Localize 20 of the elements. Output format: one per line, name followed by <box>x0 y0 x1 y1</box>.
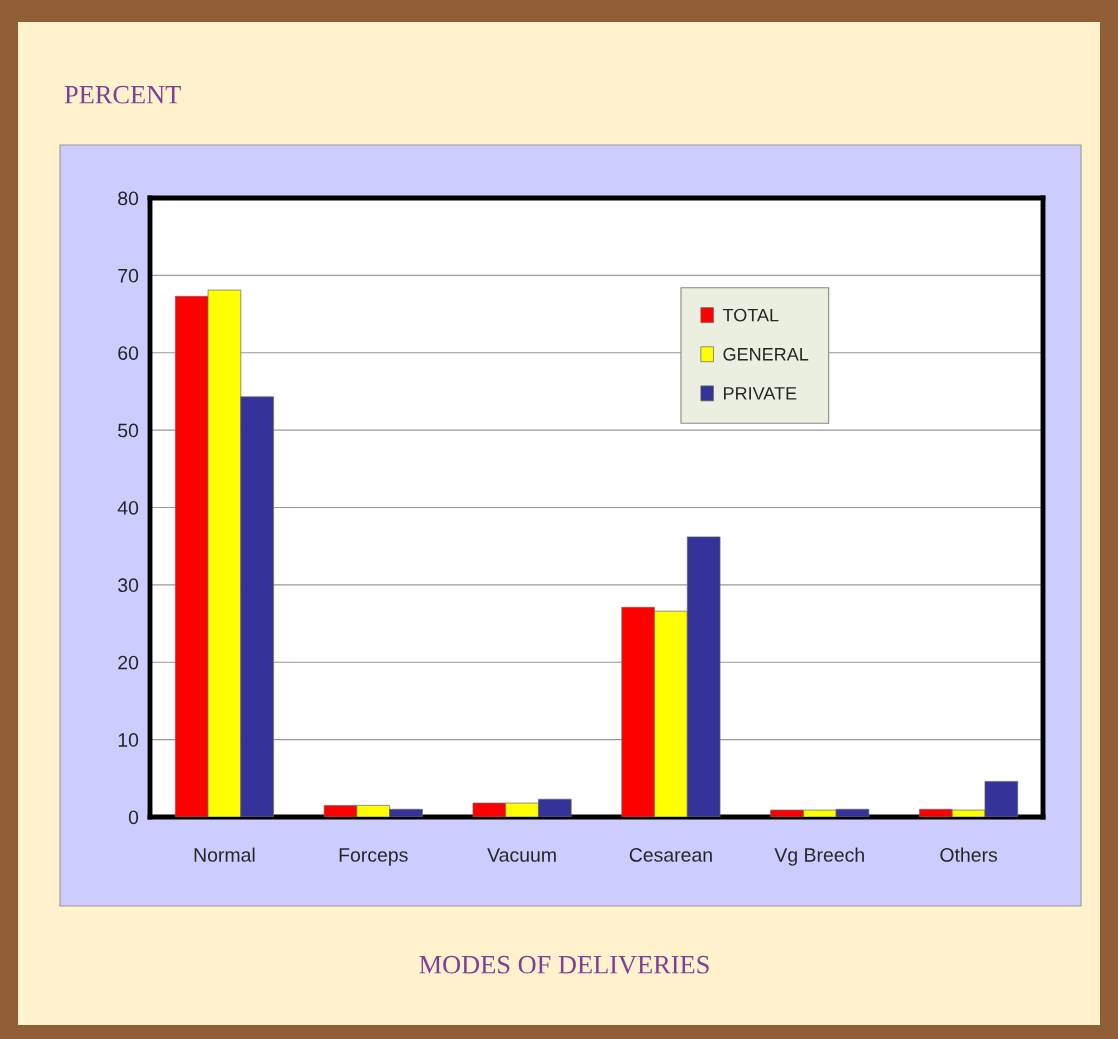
x-tick-label: Others <box>940 847 998 862</box>
legend-label: PRIVATE <box>724 387 797 400</box>
x-tick-label: Vacuum <box>487 848 556 862</box>
y-tick-label: 40 <box>117 500 139 515</box>
y-tick-label: 10 <box>118 733 139 747</box>
x-tick-label: Cesarean <box>629 848 712 862</box>
y-tick-label: 50 <box>118 423 139 438</box>
legend-label: TOTAL <box>722 308 779 322</box>
y-tick-label: 30 <box>118 578 139 593</box>
legend-label: GENERAL <box>723 347 809 361</box>
y-tick-label: 60 <box>118 346 139 360</box>
x-axis-title: MODES OF DELIVERIES <box>419 955 709 974</box>
x-tick-label: Vg Breech <box>774 847 864 866</box>
y-tick-label: 70 <box>118 268 139 283</box>
x-tick-label: Normal <box>194 847 255 862</box>
x-tick-label: Forceps <box>339 848 408 866</box>
y-axis-title: PERCENT <box>64 85 181 104</box>
y-tick-label: 0 <box>128 810 139 825</box>
y-tick-label: 80 <box>118 191 139 206</box>
y-tick-label: 20 <box>118 655 139 670</box>
